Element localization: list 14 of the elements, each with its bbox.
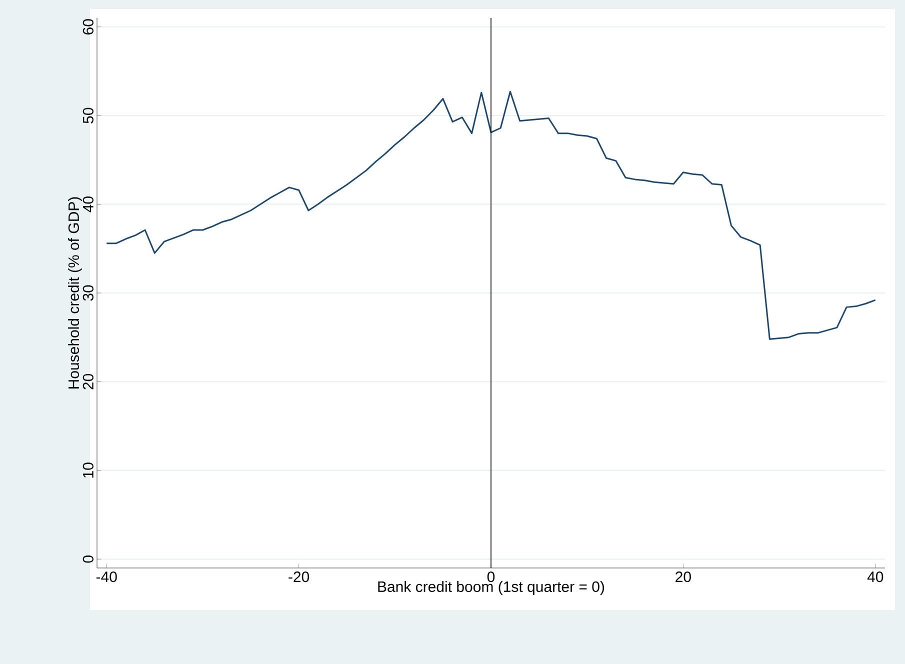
y-tick-label: 60 [82,19,94,34]
y-tick-label: 20 [82,374,94,390]
y-tick-label: 0 [82,556,94,563]
y-tick-label: 50 [82,108,94,124]
x-tick-label: -20 [288,572,310,582]
x-tick-label: 0 [487,572,495,582]
x-tick-label: 40 [867,572,884,582]
y-tick-label: 10 [82,462,94,478]
x-tick-label: 20 [676,572,691,582]
x-tick-label: -40 [96,572,117,582]
y-tick-label: 30 [82,285,94,301]
x-axis-title: Bank credit boom (1st quarter = 0) [378,581,604,595]
y-tick-label: 40 [82,196,94,212]
y-axis-title: Household credit (% of GDP) [68,197,82,388]
